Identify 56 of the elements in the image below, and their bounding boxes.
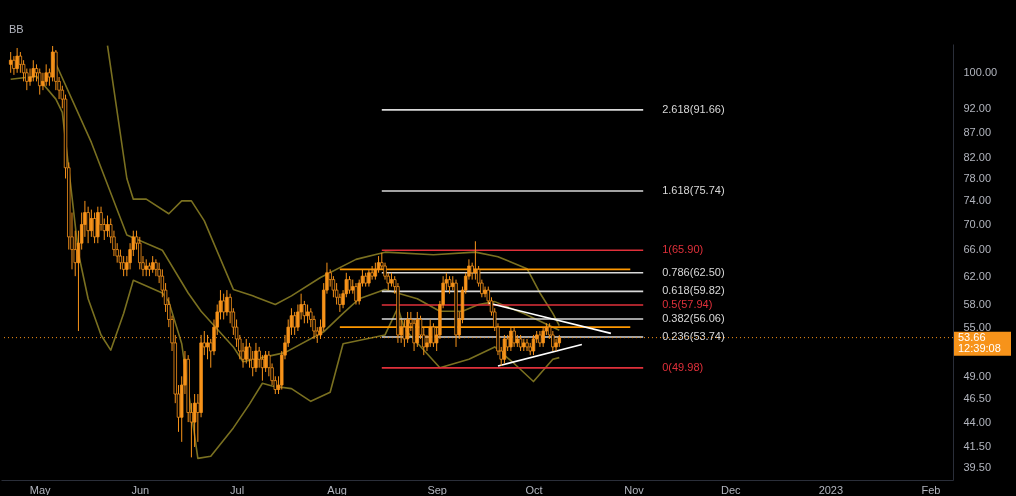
ref-line-label: 53.66 <box>958 330 986 343</box>
x-tick-label: Oct <box>525 483 543 496</box>
y-tick-label: 44.00 <box>963 415 992 428</box>
candlestick <box>431 322 436 348</box>
y-tick-label: 58.00 <box>963 298 992 311</box>
y-tick-label: 41.50 <box>963 440 992 453</box>
candlestick <box>415 311 419 348</box>
y-tick-label: 49.00 <box>963 369 992 382</box>
series-label: 1.618(75.74) <box>662 184 725 197</box>
candlestick <box>292 311 297 336</box>
x-tick-label: 2023 <box>818 483 844 496</box>
y-tick-label: 55.00 <box>963 320 992 333</box>
candlestick <box>38 68 42 96</box>
line-series <box>106 44 561 327</box>
candlestick <box>254 342 258 373</box>
y-tick-label: 92.00 <box>963 101 992 114</box>
text: BB <box>9 23 24 35</box>
y-tick-label: 82.00 <box>963 150 992 163</box>
candlestick <box>8 51 13 74</box>
series-label: 0.786(62.50) <box>662 265 725 278</box>
candlestick <box>105 215 110 238</box>
x-tick-label: Jun <box>131 483 150 496</box>
text: 12:39:08 <box>958 341 1001 354</box>
y-tick-label: 46.50 <box>963 392 992 405</box>
x-tick-label: Jul <box>230 483 245 496</box>
x-tick-label: Nov <box>624 483 645 496</box>
y-tick-label: 78.00 <box>963 172 992 184</box>
candlestick <box>92 212 97 244</box>
x-tick-label: Feb <box>921 483 941 496</box>
candlestick <box>305 304 310 324</box>
x-tick-label: Dec <box>721 483 742 496</box>
x-tick-label: Sep <box>427 483 447 496</box>
y-tick-label: 70.00 <box>963 218 992 231</box>
y-tick-label: 100.00 <box>963 66 998 79</box>
x-tick-label: Aug <box>327 483 347 496</box>
candlestick <box>483 286 487 298</box>
series-label: 0.236(53.74) <box>662 330 725 342</box>
y-tick-label: 74.00 <box>963 194 992 207</box>
x-tick-label: May <box>29 483 52 496</box>
series-label: 2.618(91.66) <box>662 102 725 115</box>
y-tick-label: 62.00 <box>963 269 992 282</box>
series-label: 1(65.90) <box>662 243 704 256</box>
series-label: 0.5(57.94) <box>662 297 713 310</box>
series-label: 0.382(56.06) <box>662 312 725 325</box>
series-label: 0(49.98) <box>662 360 704 373</box>
candlestick <box>405 311 410 344</box>
candlestick <box>221 293 226 320</box>
series-label: 0.618(59.82) <box>662 284 725 297</box>
candlestick <box>354 282 358 306</box>
y-tick-label: 87.00 <box>963 125 992 138</box>
y-tick-label: 66.00 <box>963 243 992 256</box>
candlestick <box>15 47 19 74</box>
y-tick-label: 39.50 <box>963 461 992 474</box>
candlestick <box>244 338 248 364</box>
candlestick <box>89 209 94 238</box>
candlestick <box>428 318 432 348</box>
